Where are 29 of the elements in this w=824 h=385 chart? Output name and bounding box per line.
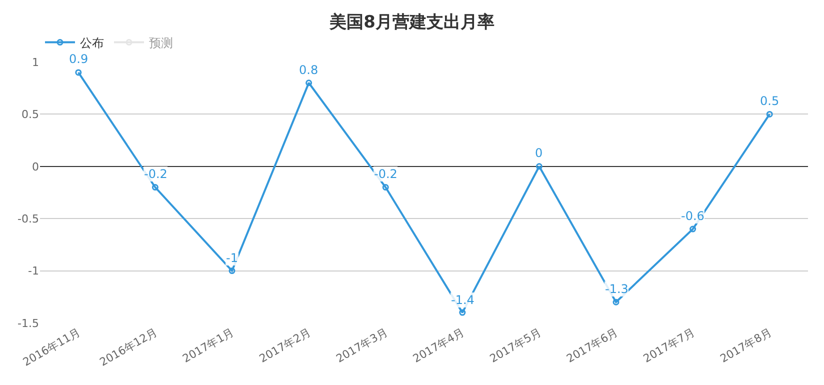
y-tick-label: -0.5 bbox=[18, 212, 39, 226]
data-label: 0.8 bbox=[299, 63, 318, 77]
y-tick-label: 0.5 bbox=[22, 108, 39, 122]
y-tick-label: 1 bbox=[32, 56, 39, 69]
point bbox=[152, 184, 158, 191]
data-label: -1.4 bbox=[451, 293, 474, 307]
point bbox=[75, 69, 82, 76]
data-label: -0.2 bbox=[374, 167, 398, 181]
y-tick-label: -1.5 bbox=[18, 316, 39, 330]
data-label: 0.9 bbox=[69, 52, 88, 66]
y-tick-label: -1 bbox=[28, 264, 39, 278]
data-label: -1.3 bbox=[605, 282, 628, 296]
data-label: -1 bbox=[226, 251, 238, 265]
legend-label: 公布 bbox=[80, 36, 104, 50]
data-label: 0.5 bbox=[760, 94, 780, 108]
point bbox=[228, 268, 236, 274]
point bbox=[306, 80, 312, 86]
chart-title: 美国8月营建支出月率 bbox=[328, 12, 494, 32]
point bbox=[459, 309, 466, 316]
data-label: 0 bbox=[535, 146, 543, 160]
point bbox=[612, 298, 620, 306]
point bbox=[766, 110, 773, 118]
point bbox=[382, 184, 389, 191]
legend-label: 预测 bbox=[149, 36, 173, 50]
point bbox=[536, 163, 542, 170]
point bbox=[690, 226, 696, 232]
y-tick-label: 0 bbox=[32, 160, 39, 174]
data-label: -0.6 bbox=[681, 209, 704, 223]
data-label: -0.2 bbox=[144, 167, 168, 181]
